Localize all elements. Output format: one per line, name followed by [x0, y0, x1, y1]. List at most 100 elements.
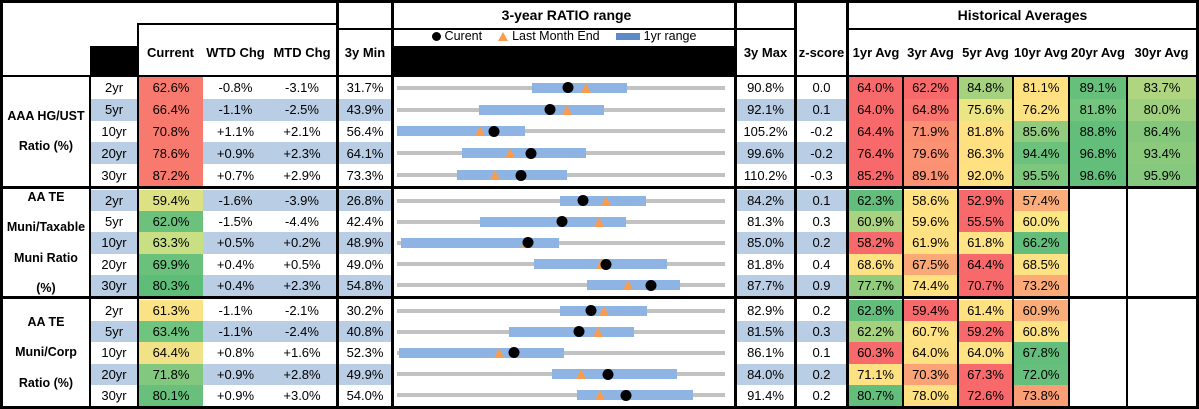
grid-line [0, 0, 3, 409]
legend-last-month: Last Month End [498, 29, 600, 43]
hist-avg-cell: 98.6% [1070, 164, 1126, 186]
range-track-area [397, 275, 725, 296]
range-chart-cell [394, 211, 734, 233]
mtd-chg-cell: +2.3% [268, 142, 336, 165]
hist-avg-cell: 84.8% [959, 77, 1012, 99]
hist-avg-cell [1070, 321, 1126, 343]
grid-line [957, 77, 959, 406]
group-separator [0, 186, 1199, 189]
tenor-cell: 30yr [91, 274, 137, 296]
hist-avg-cell: 86.3% [959, 142, 1012, 165]
range-bar-1yr [532, 82, 628, 93]
hist-avg-cell: 59.2% [959, 321, 1012, 343]
hist-avg-cell: 67.5% [904, 253, 957, 275]
hist-avg-cell: 95.5% [1014, 164, 1068, 186]
zscore-cell: 0.2 [797, 363, 846, 385]
legend-last-month-label: Last Month End [512, 29, 600, 43]
hist-avg-cell: 62.8% [849, 300, 902, 322]
hist-avg-cell: 59.6% [904, 211, 957, 233]
wtd-chg-cell: +0.4% [203, 253, 268, 275]
wtd-chg-cell: +1.1% [203, 120, 268, 143]
hist-avg-cell: 60.0% [1014, 211, 1068, 233]
grid-line [1196, 0, 1199, 409]
range-bar-1yr [509, 326, 634, 337]
wtd-chg-cell: -1.1% [203, 321, 268, 343]
range-chart-cell [394, 321, 734, 343]
max-3y-cell: 85.0% [737, 232, 794, 254]
current-cell: 62.6% [139, 77, 203, 99]
last-month-triangle [562, 104, 573, 115]
min-3y-cell: 73.3% [339, 164, 391, 186]
hist-avg-cell [1070, 274, 1126, 296]
hist-avg-cell: 66.2% [1014, 232, 1068, 254]
col-header-wtd-chg: WTD Chg [206, 45, 265, 60]
hist-avg-cell: 80.7% [849, 384, 902, 406]
range-chart-cell [394, 300, 734, 322]
legend-1yr-range: 1yr range [615, 29, 696, 43]
min-3y-cell: 42.4% [339, 211, 391, 233]
grid-line [336, 28, 797, 30]
min-3y-cell: 31.7% [339, 77, 391, 99]
hist-avg-cell [1070, 190, 1126, 212]
wtd-chg-cell: +0.9% [203, 384, 268, 406]
last-month-triangle [598, 305, 609, 316]
range-chart-cell [394, 190, 734, 212]
hist-avg-cell: 77.7% [849, 274, 902, 296]
min-3y-cell: 54.0% [339, 384, 391, 406]
hist-avg-cell: 59.4% [904, 300, 957, 322]
hist-avg-cell: 58.6% [904, 190, 957, 212]
tenor-cell: 5yr [91, 321, 137, 343]
mtd-chg-cell: +1.6% [268, 342, 336, 364]
last-month-triangle [623, 280, 634, 291]
hist-avg-cell: 76.4% [849, 142, 902, 165]
current-cell: 70.8% [139, 120, 203, 143]
tenor-cell: 10yr [91, 120, 137, 143]
last-month-triangle [580, 82, 591, 93]
hist-avg-cell [1070, 253, 1126, 275]
hist-avg-cell: 64.8% [904, 98, 957, 121]
col-header-20yr-avg: 20yr Avg [1071, 45, 1125, 60]
current-cell: 80.3% [139, 274, 203, 296]
hist-avg-cell [1128, 363, 1196, 385]
current-dot [508, 347, 520, 359]
mtd-chg-cell: +0.5% [268, 253, 336, 275]
hist-avg-cell: 62.2% [904, 77, 957, 99]
min-3y-cell: 40.8% [339, 321, 391, 343]
range-track-area [397, 385, 725, 406]
range-track-area [397, 190, 725, 211]
col-header-30yr-avg: 30yr Avg [1134, 45, 1189, 60]
hist-avg-cell: 71.9% [904, 120, 957, 143]
hist-avg-cell [1128, 342, 1196, 364]
current-dot [488, 125, 500, 137]
hist-avg-cell: 81.1% [1014, 77, 1068, 99]
zscore-cell: 0.3 [797, 211, 846, 233]
hist-avg-cell [1070, 232, 1126, 254]
range-track-area [397, 99, 725, 121]
current-cell: 78.6% [139, 142, 203, 165]
zscore-cell: 0.2 [797, 384, 846, 406]
hist-avg-cell: 92.0% [959, 164, 1012, 186]
max-3y-cell: 90.8% [737, 77, 794, 99]
last-month-triangle [504, 148, 515, 159]
tenor-cell: 5yr [91, 98, 137, 121]
range-chart-cell [394, 363, 734, 385]
mtd-chg-cell: -3.9% [268, 190, 336, 212]
hist-avg-cell: 68.6% [849, 253, 902, 275]
mtd-chg-cell: +0.2% [268, 232, 336, 254]
mtd-chg-cell: -2.1% [268, 300, 336, 322]
current-dot [577, 195, 589, 207]
current-dot [645, 279, 657, 291]
max-3y-cell: 84.0% [737, 363, 794, 385]
hist-avg-cell: 60.3% [849, 342, 902, 364]
zscore-cell: 0.0 [797, 77, 846, 99]
tenor-cell: 20yr [91, 363, 137, 385]
hist-avg-cell: 79.6% [904, 142, 957, 165]
chart-legend: Curent Last Month End 1yr range [394, 26, 734, 46]
current-cell: 71.8% [139, 363, 203, 385]
wtd-chg-cell: +0.7% [203, 164, 268, 186]
zscore-cell: 0.2 [797, 300, 846, 322]
hist-avg-cell: 73.2% [1014, 274, 1068, 296]
min-3y-cell: 48.9% [339, 232, 391, 254]
grid-line [391, 0, 394, 409]
